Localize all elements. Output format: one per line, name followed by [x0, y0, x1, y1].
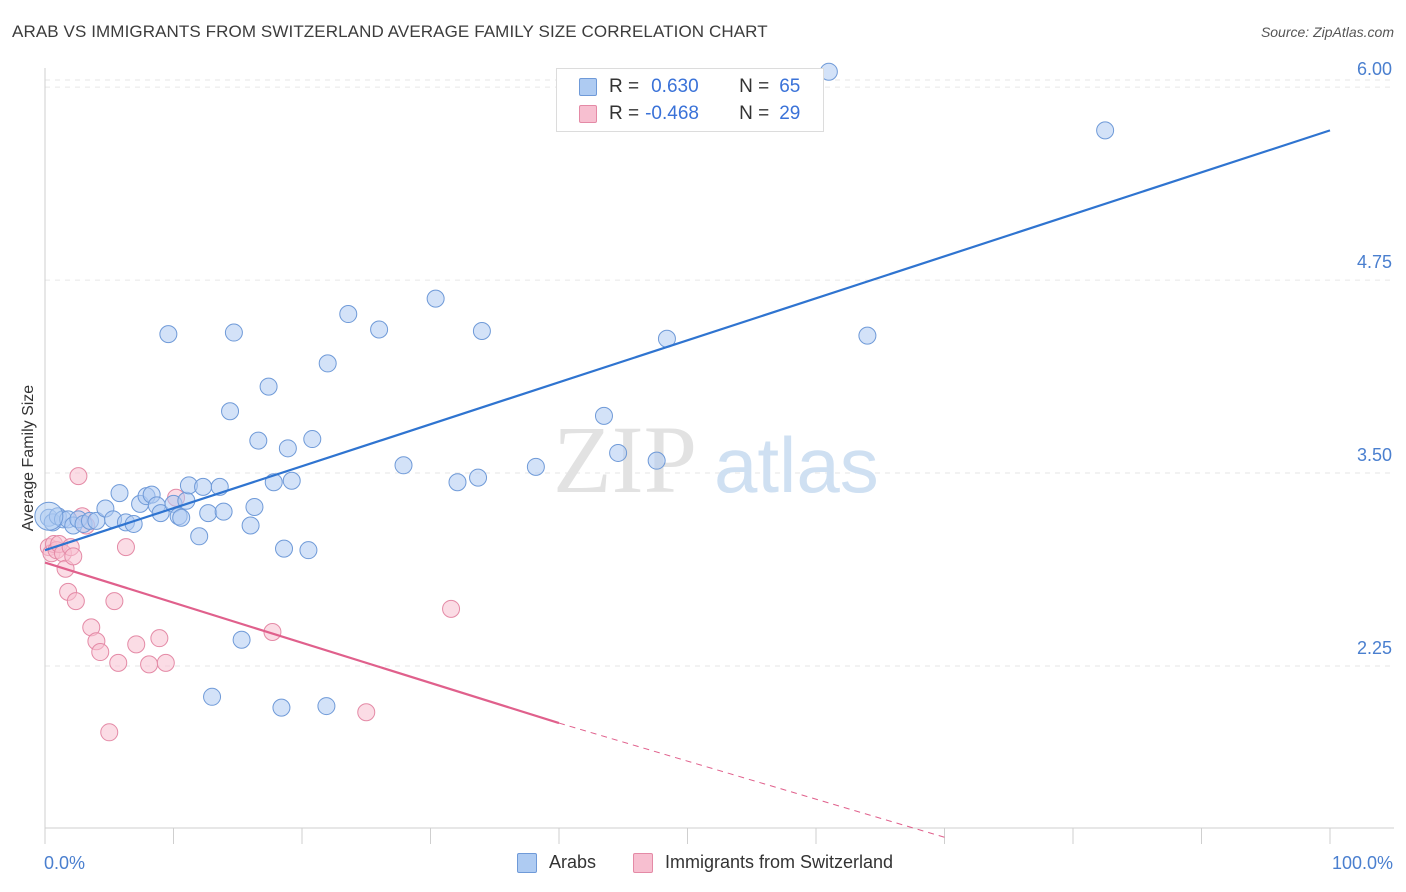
y-axis-label: Average Family Size [20, 385, 37, 532]
legend-r-value: -0.468 [645, 103, 699, 124]
arab-point [469, 468, 488, 487]
arab-point [303, 430, 322, 449]
gridlines [45, 79, 1394, 667]
arabs-legend-swatch [517, 852, 537, 873]
legend-n-value: 29 [779, 103, 801, 124]
trend-lines [44, 129, 1331, 838]
swiss-points [39, 467, 461, 742]
swiss-legend-swatch [633, 852, 653, 873]
legend-n-label: N = [739, 76, 770, 97]
arab-point [264, 473, 283, 492]
legend-r-label: R = [609, 76, 640, 97]
arab-point [172, 508, 191, 527]
chart-title: ARAB VS IMMIGRANTS FROM SWITZERLAND AVER… [12, 22, 768, 41]
swiss-trend-extension [558, 722, 945, 838]
swiss-point [116, 538, 135, 557]
legend-row-swiss: R = -0.468 N = 29 [579, 101, 800, 127]
arab-point [472, 322, 491, 341]
legend-r-value: 0.630 [651, 76, 699, 97]
watermark-atlas: atlas [714, 421, 879, 509]
axes [44, 68, 1394, 844]
arab-point [241, 516, 260, 535]
arab-point [594, 406, 613, 425]
arab-point [282, 471, 301, 490]
x-tick-labels: 0.0% 100.0% [44, 853, 1393, 873]
swiss-point [156, 653, 175, 672]
swiss-point [100, 723, 119, 742]
arab-point [203, 687, 222, 706]
swiss-point [127, 635, 146, 654]
arab-point [194, 477, 213, 496]
swiss-point [64, 547, 83, 566]
arab-point [647, 451, 666, 470]
series-legend: Arabs Immigrants from Switzerland [0, 852, 1406, 878]
arab-point [278, 439, 297, 458]
arab-point [858, 326, 877, 345]
arab-point [214, 502, 233, 521]
source-label: Source: ZipAtlas.com [1260, 24, 1394, 40]
legend-item-arabs: Arabs [517, 852, 596, 873]
x-tick-label: 0.0% [44, 853, 85, 873]
arab-point [339, 305, 358, 324]
swiss-swatch [579, 105, 597, 123]
arab-point [159, 325, 178, 344]
y-tick-labels: 2.25 3.50 4.75 6.00 [1357, 59, 1392, 658]
swiss-point [91, 643, 110, 662]
y-tick-label: 6.00 [1357, 59, 1392, 79]
arab-point [190, 527, 209, 546]
swiss-point [109, 653, 128, 672]
arab-point [299, 541, 318, 560]
legend-n-value: 65 [779, 76, 801, 97]
swiss-trend-line [44, 561, 560, 725]
arab-point [609, 443, 628, 462]
arab-point [249, 431, 268, 450]
swiss-point [442, 599, 461, 618]
watermark-zip: ZIP [553, 406, 697, 513]
swiss-point [357, 703, 376, 722]
arab-point [526, 457, 545, 476]
swiss-point [66, 592, 85, 611]
swiss-point [105, 592, 124, 611]
swiss-point [150, 629, 169, 648]
legend-row-arabs: R = 0.630 N = 65 [579, 74, 800, 100]
arab-point [224, 323, 243, 342]
legend-n-label: N = [739, 103, 770, 124]
arab-point [426, 289, 445, 308]
watermark: ZIP atlas [553, 406, 879, 513]
arab-point-cluster [34, 501, 64, 531]
arab-point [221, 402, 240, 421]
arab-point [199, 504, 218, 523]
arab-point [394, 456, 413, 475]
arab-point [245, 497, 264, 516]
arab-point [448, 473, 467, 492]
arab-point [317, 697, 336, 716]
arabs-trend-line [44, 129, 1331, 552]
legend-item-swiss: Immigrants from Switzerland [633, 852, 893, 873]
arab-point [110, 484, 129, 503]
legend-label-arabs: Arabs [549, 852, 597, 872]
arab-point [1096, 121, 1115, 140]
arab-point [232, 630, 251, 649]
legend-r-label: R = [609, 103, 640, 124]
correlation-legend: R = 0.630 N = 65 R = -0.468 N = 29 [556, 68, 824, 132]
arabs-swatch [579, 78, 597, 96]
y-tick-label: 3.50 [1357, 445, 1392, 465]
x-tick-label: 100.0% [1332, 853, 1393, 873]
arab-point [318, 354, 337, 373]
y-tick-label: 4.75 [1357, 252, 1392, 272]
arab-point [370, 320, 389, 339]
y-tick-label: 2.25 [1357, 638, 1392, 658]
legend-label-swiss: Immigrants from Switzerland [665, 852, 894, 872]
arab-point [272, 698, 291, 717]
arab-point [259, 377, 278, 396]
swiss-point [69, 467, 88, 486]
arab-points [34, 62, 1115, 717]
swiss-point [140, 655, 159, 674]
arab-point [275, 539, 294, 558]
